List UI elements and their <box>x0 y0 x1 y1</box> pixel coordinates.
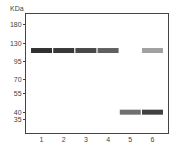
svg-text:70: 70 <box>14 76 22 83</box>
svg-text:130: 130 <box>10 40 22 47</box>
svg-text:KDa: KDa <box>10 5 24 12</box>
svg-text:3: 3 <box>84 136 88 143</box>
svg-text:40: 40 <box>14 109 22 116</box>
svg-text:2: 2 <box>62 136 66 143</box>
svg-text:5: 5 <box>128 136 132 143</box>
svg-text:95: 95 <box>14 58 22 65</box>
svg-text:35: 35 <box>14 116 22 123</box>
svg-text:55: 55 <box>14 90 22 97</box>
svg-text:6: 6 <box>151 136 155 143</box>
svg-text:4: 4 <box>106 136 110 143</box>
svg-text:180: 180 <box>10 21 22 28</box>
svg-text:1: 1 <box>40 136 44 143</box>
